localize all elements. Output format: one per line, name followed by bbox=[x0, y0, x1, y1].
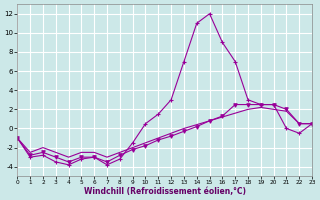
X-axis label: Windchill (Refroidissement éolien,°C): Windchill (Refroidissement éolien,°C) bbox=[84, 187, 246, 196]
